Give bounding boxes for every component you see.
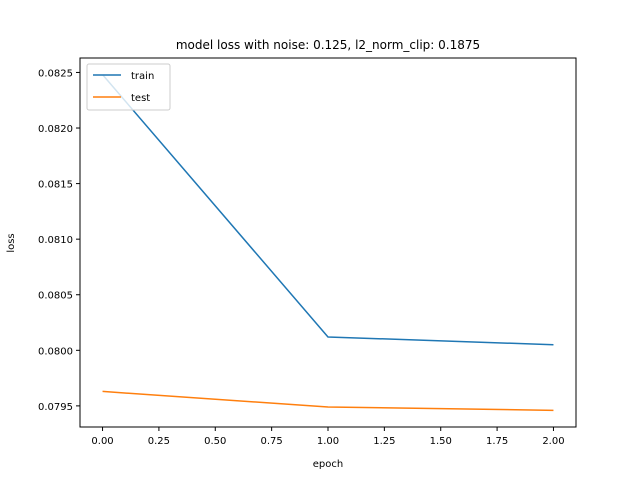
legend-frame: [86, 63, 171, 111]
y-tick-label: 0.0815: [38, 180, 73, 191]
y-tick-label: 0.0825: [38, 68, 73, 79]
y-tick-label: 0.0820: [38, 124, 73, 135]
y-axis-label: loss: [6, 233, 17, 252]
x-tick-label: 1.75: [486, 436, 508, 447]
axis-ticks: 0.00 0.25 0.50 0.75 1.00 1.25 1.50 1.75 2.00 0.07…: [38, 68, 565, 447]
x-tick-label: 1.50: [430, 436, 452, 447]
plot-frame: [79, 57, 577, 428]
series-line-test: [102, 390, 554, 412]
y-tick-label: 0.0795: [38, 402, 73, 413]
legend-label-train: train: [131, 71, 154, 82]
y-tick-label: 0.0810: [38, 235, 73, 246]
chart-title: model loss with noise: 0.125, l2_norm_cl…: [176, 38, 480, 52]
x-tick-label: 0.75: [261, 436, 283, 447]
x-tick-label: 0.25: [148, 436, 170, 447]
x-tick-label: 0.50: [204, 436, 226, 447]
x-tick-label: 0.00: [91, 436, 113, 447]
legend: train test: [86, 63, 171, 111]
x-tick-label: 1.25: [373, 436, 395, 447]
x-axis-label: epoch: [313, 459, 343, 470]
legend-label-test: test: [131, 93, 150, 104]
x-tick-label: 2.00: [542, 436, 564, 447]
plot-area: [101, 74, 554, 412]
series-line-train: [101, 74, 554, 346]
x-tick-label: 1.00: [317, 436, 339, 447]
y-tick-label: 0.0800: [38, 346, 73, 357]
y-tick-label: 0.0805: [38, 291, 73, 302]
